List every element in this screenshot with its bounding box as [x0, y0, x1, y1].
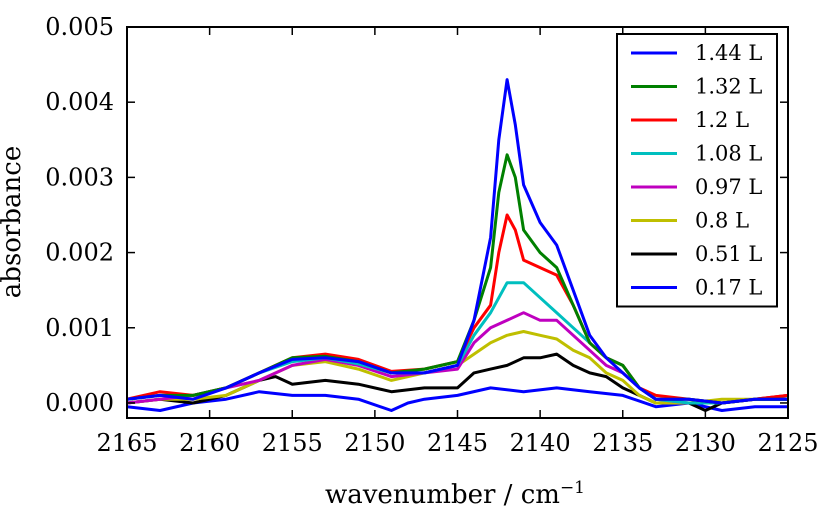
ticks: 2165 2160 2155 2150 2145 2140 2135 2130 2125 0.00… [45, 13, 818, 457]
y-tick-label: 0.001 [45, 314, 114, 342]
legend-label: 1.08 L [695, 142, 762, 166]
x-axis-label: wavenumber / cm−1 [325, 478, 585, 510]
y-tick-label: 0.005 [45, 13, 114, 41]
y-tick-label: 0.000 [45, 389, 114, 417]
x-tick-label: 2140 [510, 429, 571, 457]
y-tick-label: 0.003 [45, 163, 114, 191]
x-tick-label: 2125 [757, 429, 818, 457]
plot-lines [127, 78, 788, 412]
x-axis-label-exponent: −1 [560, 478, 585, 498]
x-tick-label: 2145 [427, 429, 488, 457]
legend-label: 0.17 L [695, 276, 762, 300]
x-tick-label: 2150 [344, 429, 405, 457]
series-line-0-17-L [127, 386, 788, 412]
series-line-1-44-L [127, 78, 788, 405]
legend: 1.44 L 1.32 L 1.2 L 1.08 L 0.97 L 0.8 L 0.51 L… [616, 33, 778, 308]
legend-label: 1.2 L [695, 108, 749, 132]
y-tick-label: 0.004 [45, 88, 114, 116]
legend-label: 0.97 L [695, 175, 762, 199]
x-tick-label: 2155 [262, 429, 323, 457]
legend-box [616, 33, 778, 308]
y-axis-label: absorbance [0, 146, 27, 298]
legend-label: 1.44 L [695, 41, 762, 65]
legend-label: 0.8 L [695, 209, 749, 233]
legend-label: 1.32 L [695, 75, 762, 99]
x-tick-label: 2165 [96, 429, 157, 457]
x-tick-label: 2160 [179, 429, 240, 457]
legend-label: 0.51 L [695, 242, 762, 266]
x-tick-label: 2135 [592, 429, 653, 457]
x-tick-label: 2130 [675, 429, 736, 457]
y-tick-label: 0.002 [45, 239, 114, 267]
